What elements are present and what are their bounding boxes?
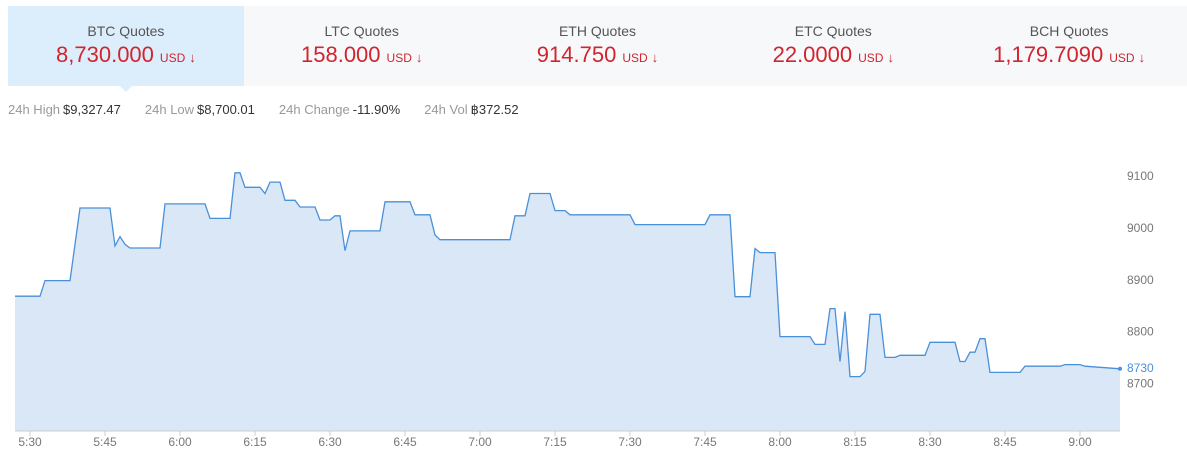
quote-tab[interactable]: LTC Quotes 158.000 USD ↓ xyxy=(244,6,480,86)
y-tick-label: 9000 xyxy=(1127,221,1154,235)
area xyxy=(15,172,1120,432)
x-tick-label: 7:30 xyxy=(618,435,642,449)
stat-label: 24h Change xyxy=(278,102,350,117)
y-tick-label: 8800 xyxy=(1127,325,1154,339)
stat: 24h Change -11.90% xyxy=(279,102,400,118)
y-tick-label: 9100 xyxy=(1127,169,1154,183)
tab-price: 158.000 xyxy=(301,42,381,67)
x-tick-label: 5:30 xyxy=(18,435,42,449)
tab-label: LTC Quotes xyxy=(324,23,399,39)
tab-unit: USD xyxy=(858,51,884,65)
x-tick-label: 8:00 xyxy=(768,435,792,449)
stat-label: 24h Vol xyxy=(424,102,468,117)
x-tick-label: 8:30 xyxy=(918,435,942,449)
stat-label: 24h Low xyxy=(144,102,195,117)
down-arrow: ↓ xyxy=(189,50,196,65)
down-arrow: ↓ xyxy=(1138,50,1146,65)
quote-tab[interactable]: ETC Quotes 22.0000 USD ↓ xyxy=(715,6,951,86)
tab-price: 914.750 xyxy=(536,42,617,67)
x-tick-label: 6:15 xyxy=(243,435,267,449)
tab-unit: USD xyxy=(1109,51,1135,65)
quote-tabs: BTC Quotes 8,730.000 USD ↓ LTC Quotes 158.000… xyxy=(8,6,1187,92)
quote-tab[interactable]: BTC Quotes 8,730.000 USD ↓ xyxy=(8,6,244,92)
x-tick-label: 7:45 xyxy=(693,435,717,449)
x-tick-label: 6:00 xyxy=(168,435,192,449)
tab-unit: USD xyxy=(386,51,412,65)
tab-label: ETC Quotes xyxy=(794,23,872,39)
tab-label: BTC Quotes xyxy=(87,23,165,39)
line xyxy=(15,172,1121,378)
stat: 24h High $9,327.47 xyxy=(8,102,121,118)
down-arrow: ↓ xyxy=(415,50,423,65)
x-tick-label: 6:30 xyxy=(318,435,342,449)
stat-value: -11.90% xyxy=(352,102,401,117)
quote-tab[interactable]: ETH Quotes 914.750 USD ↓ xyxy=(480,6,716,86)
quote-tab[interactable]: BCH Quotes 1,179.7090 USD ↓ xyxy=(951,6,1187,86)
tab-label: ETH Quotes xyxy=(558,23,636,39)
x-tick-label: 8:15 xyxy=(843,435,867,449)
stat-value: ฿372.52 xyxy=(470,102,519,117)
x-tick-label: 8:45 xyxy=(993,435,1017,449)
x-tick-label: 9:00 xyxy=(1068,435,1092,449)
last-point xyxy=(1118,366,1122,371)
tab-price: 1,179.7090 xyxy=(993,42,1104,67)
down-arrow: ↓ xyxy=(651,50,659,65)
stat-label: 24h High xyxy=(8,102,61,117)
x-tick-label: 6:45 xyxy=(393,435,417,449)
tab-label: BCH Quotes xyxy=(1029,23,1109,39)
stats-bar: 24h High $9,327.47 24h Low $8,700.01 24h Cha… xyxy=(8,102,519,118)
stat-value: $9,327.47 xyxy=(63,102,121,117)
tab-unit: USD xyxy=(622,51,648,65)
last-value-label: 8730 xyxy=(1127,361,1154,375)
y-tick-label: 8900 xyxy=(1127,273,1154,287)
chart: 8700 8800 8900 9000 9100 8730 5:30 5:45 6:00 6:15… xyxy=(15,169,1154,449)
y-tick-label: 8700 xyxy=(1127,377,1154,391)
stat-value: $8,700.01 xyxy=(197,102,255,117)
x-tick-label: 7:15 xyxy=(543,435,567,449)
stat: 24h Vol ฿372.52 xyxy=(424,102,518,118)
tab-price: 8,730.000 xyxy=(56,42,154,67)
tab-price: 22.0000 xyxy=(772,42,853,67)
x-tick-label: 7:00 xyxy=(468,435,492,449)
x-tick-label: 5:45 xyxy=(93,435,117,449)
down-arrow: ↓ xyxy=(887,50,894,65)
stat: 24h Low $8,700.01 xyxy=(145,102,255,118)
tab-unit: USD xyxy=(159,51,186,65)
